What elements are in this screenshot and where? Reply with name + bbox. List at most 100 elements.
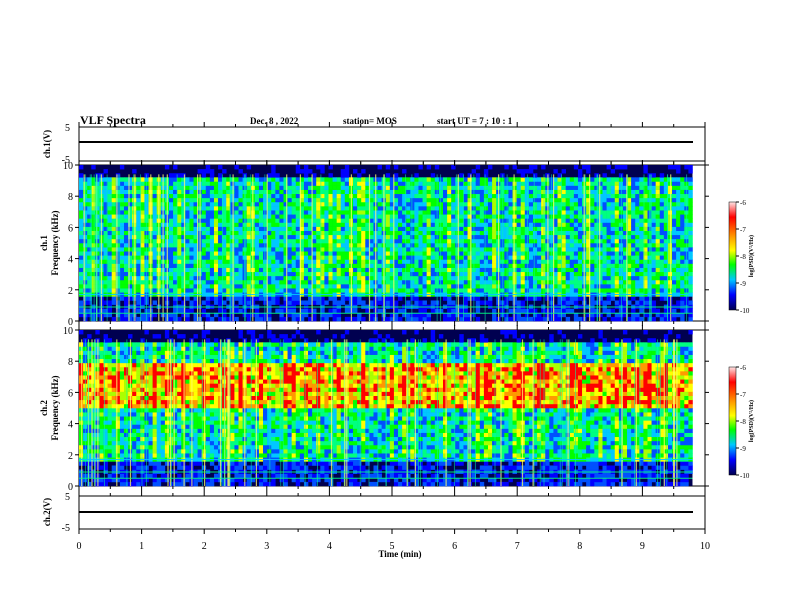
spectrogram-cell bbox=[451, 255, 456, 260]
spectrogram-cell bbox=[438, 238, 444, 244]
spectrogram-cell bbox=[659, 197, 665, 203]
spectrogram-cell bbox=[594, 234, 599, 240]
spectrogram-cell bbox=[479, 267, 485, 273]
spectrogram-cell bbox=[479, 251, 485, 256]
spectrogram-cell bbox=[328, 259, 333, 264]
spectrogram-cell bbox=[254, 206, 260, 211]
spectrogram-cell bbox=[287, 201, 292, 207]
spectrogram-cell bbox=[361, 288, 366, 293]
spectrogram-cell bbox=[353, 296, 358, 301]
spectrogram-cell bbox=[213, 222, 219, 227]
spectrogram-cell bbox=[185, 230, 190, 236]
spectrogram-cell bbox=[532, 177, 538, 182]
spectrogram-cell bbox=[377, 284, 382, 289]
spectrogram-cell bbox=[528, 201, 534, 207]
spectrogram-cell bbox=[443, 275, 448, 281]
spectrogram-cell bbox=[414, 193, 419, 199]
spectrogram-cell bbox=[565, 284, 571, 289]
spectrogram-cell bbox=[492, 259, 497, 264]
spectrogram-cell bbox=[639, 181, 644, 186]
spectrogram-cell bbox=[610, 214, 616, 219]
spectrogram-cell bbox=[119, 185, 125, 190]
spectrogram-cell bbox=[336, 300, 342, 305]
spectrogram-cell bbox=[234, 247, 239, 252]
spectrogram-cell bbox=[123, 279, 129, 285]
spectrogram-cell bbox=[308, 316, 313, 322]
spectrogram-cell bbox=[663, 234, 669, 240]
spectrogram-cell bbox=[406, 300, 411, 305]
spectrogram-cell bbox=[324, 197, 329, 203]
spectrogram-cell bbox=[267, 238, 272, 244]
spectrogram-cell bbox=[389, 234, 395, 240]
spectrogram-cell bbox=[344, 218, 350, 223]
spectrogram-cell bbox=[152, 226, 158, 231]
spectrogram-cell bbox=[443, 316, 448, 322]
spectrogram-cell bbox=[365, 308, 370, 314]
spectrogram-cell bbox=[443, 251, 448, 256]
spectrogram-cell bbox=[254, 218, 260, 223]
spectrogram-cell bbox=[205, 189, 211, 195]
spectrogram-cell bbox=[537, 255, 542, 260]
spectrogram-cell bbox=[606, 259, 611, 264]
spectrogram-cell bbox=[201, 312, 207, 318]
spectrogram-cell bbox=[316, 243, 321, 248]
spectrogram-cell bbox=[569, 255, 575, 260]
spectrogram-cell bbox=[635, 259, 640, 264]
spectrogram-cell bbox=[680, 288, 685, 293]
spectrogram-cell bbox=[528, 263, 534, 268]
spectrogram-cell bbox=[168, 234, 174, 240]
spectrogram-cell bbox=[111, 210, 117, 215]
spectrogram-cell bbox=[410, 234, 415, 240]
spectrogram-cell bbox=[676, 288, 681, 293]
spectrogram-cell bbox=[528, 218, 534, 223]
spectrogram-cell bbox=[475, 288, 481, 293]
spectrogram-cell bbox=[410, 284, 415, 289]
spectrogram-cell bbox=[173, 210, 178, 215]
spectrogram-cell bbox=[353, 259, 358, 264]
spectrogram-cell bbox=[193, 251, 198, 256]
spectrogram-cell bbox=[627, 193, 632, 199]
spectrogram-cell bbox=[414, 247, 419, 252]
spectrogram-cell bbox=[213, 279, 219, 285]
spectrogram-cell bbox=[451, 181, 456, 186]
spectrogram-cell bbox=[295, 271, 301, 277]
spectrogram-cell bbox=[287, 247, 292, 252]
spectrogram-cell bbox=[111, 263, 117, 268]
spectrogram-cell bbox=[201, 308, 207, 314]
spectrogram-cell bbox=[234, 165, 239, 170]
spectrogram-cell bbox=[316, 238, 321, 244]
spectrogram-cell bbox=[205, 181, 211, 186]
spectrogram-cell bbox=[577, 284, 583, 289]
spectrogram-cell bbox=[279, 271, 284, 277]
spectrogram-cell bbox=[672, 230, 677, 236]
spectrogram-cell bbox=[275, 251, 280, 256]
spectrogram-cell bbox=[177, 173, 182, 178]
spectrogram-cell bbox=[463, 271, 468, 277]
spectrogram-cell bbox=[324, 255, 329, 260]
spectrogram-cell bbox=[557, 197, 562, 203]
spectrogram-cell bbox=[95, 234, 100, 240]
spectrogram-cell bbox=[295, 251, 301, 256]
spectrogram-cell bbox=[528, 284, 534, 289]
spectrogram-cell bbox=[447, 222, 452, 227]
spectrogram-cell bbox=[393, 263, 399, 268]
spectrogram-cell bbox=[406, 259, 411, 264]
spectrogram-cell bbox=[107, 177, 113, 182]
spectrogram-cell bbox=[369, 288, 374, 293]
spectrogram-cell bbox=[614, 197, 620, 203]
spectrogram-cell bbox=[557, 251, 562, 256]
spectrogram-cell bbox=[185, 279, 190, 285]
spectrogram-cell bbox=[422, 284, 427, 289]
spectrogram-cell bbox=[389, 214, 395, 219]
spectrogram-cell bbox=[402, 218, 407, 223]
spectrogram-cell bbox=[152, 300, 158, 305]
spectrogram-cell bbox=[218, 247, 223, 252]
spectrogram-cell bbox=[128, 267, 133, 273]
spectrogram-cell bbox=[639, 222, 644, 227]
spectrogram-cell bbox=[283, 177, 288, 182]
spectrogram-cell bbox=[426, 210, 432, 215]
spectrogram-cell bbox=[602, 259, 607, 264]
spectrogram-cell bbox=[410, 267, 415, 273]
spectrogram-cell bbox=[393, 300, 399, 305]
spectrogram-cell bbox=[189, 284, 194, 289]
